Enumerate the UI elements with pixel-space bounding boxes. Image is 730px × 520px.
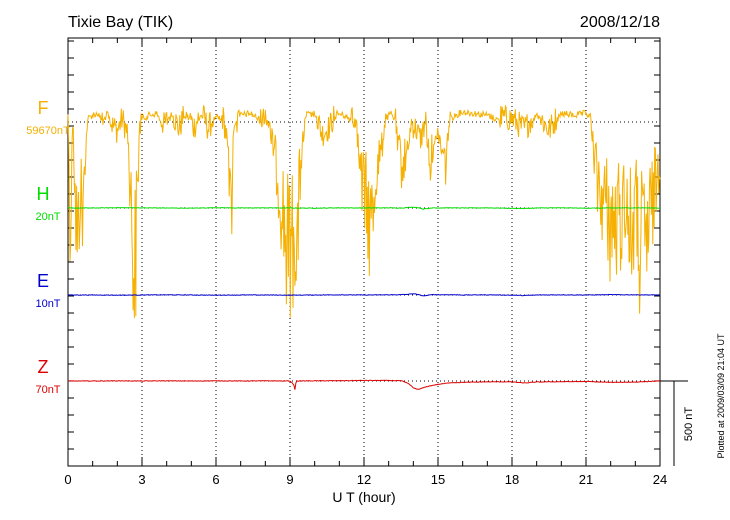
series-E-baseline: 10nT: [35, 298, 60, 310]
x-tick-label: 18: [505, 472, 519, 487]
chart-title: Tixie Bay (TIK): [68, 14, 173, 31]
series-layer: [67, 104, 661, 390]
series-F-label: F: [38, 98, 49, 118]
x-tick-label: 12: [357, 472, 371, 487]
component-labels: F 59670nT H 20nT E 10nT Z 70nT: [26, 98, 70, 396]
chart-date: 2008/12/18: [580, 14, 660, 31]
grid-lines: [68, 38, 660, 466]
series-H-label: H: [37, 184, 50, 204]
x-tick-labels: 0 3 6 9 12 15 18 21 24: [64, 472, 667, 487]
x-tick-label: 3: [138, 472, 145, 487]
x-axis-label: U T (hour): [332, 489, 395, 505]
plot-timestamp-note: Plotted at 2009/03/09 21:04 UT: [716, 333, 726, 459]
x-tick-label: 24: [653, 472, 667, 487]
scale-bar-label: 500 nT: [683, 407, 695, 442]
x-tick-label: 0: [64, 472, 71, 487]
series-Z-baseline: 70nT: [35, 384, 60, 396]
series-Z-label: Z: [38, 357, 49, 377]
series-H-baseline: 20nT: [35, 211, 60, 223]
series-H-line: [67, 206, 661, 210]
series-Z-line: [67, 379, 661, 390]
scale-bar: 500 nT: [660, 380, 695, 466]
series-F-line: [67, 104, 661, 319]
x-tick-label: 6: [212, 472, 219, 487]
series-F-baseline: 59670nT: [26, 125, 70, 137]
x-tick-label: 9: [286, 472, 293, 487]
series-E-label: E: [37, 271, 49, 291]
x-tick-label: 15: [431, 472, 445, 487]
series-E-line: [67, 293, 661, 297]
x-tick-label: 21: [579, 472, 593, 487]
